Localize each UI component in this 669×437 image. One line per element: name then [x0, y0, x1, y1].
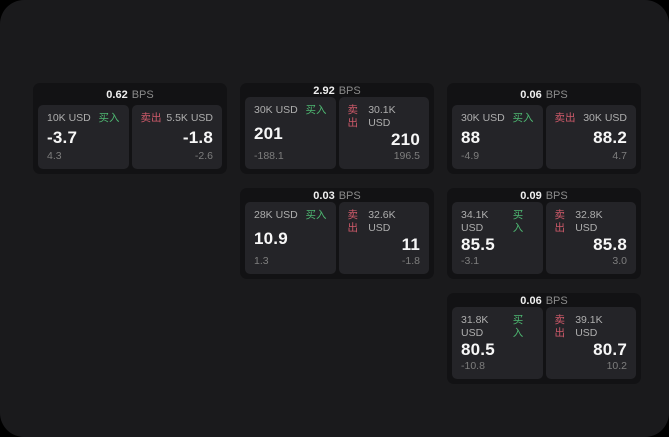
buy-label: 买入 — [512, 314, 524, 339]
bps-value: 2.92 — [313, 84, 335, 97]
buy-panel[interactable]: 30K USD 买入 88 -4.9 — [452, 105, 543, 169]
bps-unit: BPS — [545, 294, 568, 307]
sell-amount: 39.1K USD — [575, 314, 603, 339]
card-body: 34.1K USD 买入 85.5 -3.1 卖出 32.8K USD 85.8… — [447, 202, 641, 279]
buy-sub-value: -10.8 — [461, 360, 485, 372]
sell-sub-value: -2.6 — [194, 150, 213, 162]
sell-price: 88.2 — [593, 127, 627, 147]
bps-unit: BPS — [338, 84, 361, 97]
card-header: 0.06 BPS — [447, 293, 641, 307]
buy-label: 买入 — [98, 112, 120, 124]
card-body: 30K USD 买入 88 -4.9 卖出 30K USD 88.2 4.7 — [447, 105, 641, 174]
buy-label: 买入 — [512, 112, 534, 124]
card-body: 31.8K USD 买入 80.5 -10.8 卖出 39.1K USD 80.… — [447, 307, 641, 384]
quote-card: 0.06 BPS 30K USD 买入 88 -4.9 卖出 30K USD — [447, 83, 641, 174]
sell-label: 卖出 — [554, 314, 566, 339]
sell-sub-value: 10.2 — [606, 360, 627, 372]
sell-price: 85.8 — [593, 235, 627, 254]
sell-sub-value: 196.5 — [393, 150, 420, 162]
card-body: 10K USD 买入 -3.7 4.3 卖出 5.5K USD -1.8 -2.… — [33, 105, 227, 174]
sell-panel[interactable]: 卖出 32.8K USD 85.8 3.0 — [545, 202, 636, 274]
buy-panel[interactable]: 34.1K USD 买入 85.5 -3.1 — [452, 202, 543, 274]
sell-label: 卖出 — [554, 112, 576, 124]
buy-price: 80.5 — [461, 340, 495, 359]
buy-price: -3.7 — [47, 127, 78, 147]
sell-price: 80.7 — [593, 340, 627, 359]
buy-sub-value: -188.1 — [254, 150, 284, 162]
card-header: 0.09 BPS — [447, 188, 641, 202]
buy-label: 买入 — [305, 104, 327, 116]
sell-panel[interactable]: 卖出 5.5K USD -1.8 -2.6 — [131, 105, 222, 169]
sell-label: 卖出 — [347, 104, 359, 129]
card-header: 2.92 BPS — [240, 83, 434, 97]
bps-unit: BPS — [131, 88, 154, 101]
sell-sub-value: -1.8 — [401, 255, 420, 267]
sell-amount: 32.8K USD — [575, 209, 603, 234]
buy-panel[interactable]: 28K USD 买入 10.9 1.3 — [245, 202, 336, 274]
buy-price: 85.5 — [461, 235, 495, 254]
buy-amount: 34.1K USD — [461, 209, 489, 234]
sell-price: 210 — [391, 130, 420, 149]
bps-unit: BPS — [338, 189, 361, 202]
quote-card: 0.06 BPS 31.8K USD 买入 80.5 -10.8 卖出 39.1… — [447, 293, 641, 384]
card-body: 28K USD 买入 10.9 1.3 卖出 32.6K USD 11 -1.8 — [240, 202, 434, 279]
buy-panel[interactable]: 31.8K USD 买入 80.5 -10.8 — [452, 307, 543, 379]
bps-value: 0.62 — [106, 88, 128, 101]
bps-unit: BPS — [545, 189, 568, 202]
buy-amount: 31.8K USD — [461, 314, 489, 339]
buy-price: 10.9 — [254, 228, 288, 248]
buy-price: 201 — [254, 123, 283, 143]
buy-amount: 30K USD — [461, 112, 505, 124]
buy-sub-value: -3.1 — [461, 255, 480, 267]
sell-amount: 30K USD — [583, 112, 627, 124]
sell-label: 卖出 — [554, 209, 566, 234]
buy-sub-value: -4.9 — [461, 150, 480, 162]
sell-panel[interactable]: 卖出 30.1K USD 210 196.5 — [338, 97, 429, 169]
bps-value: 0.09 — [520, 189, 542, 202]
quote-card: 0.03 BPS 28K USD 买入 10.9 1.3 卖出 32.6K US… — [240, 188, 434, 279]
buy-label: 买入 — [512, 209, 524, 234]
sell-panel[interactable]: 卖出 30K USD 88.2 4.7 — [545, 105, 636, 169]
buy-sub-value: 4.3 — [47, 150, 62, 162]
sell-price: 11 — [401, 235, 420, 254]
card-body: 30K USD 买入 201 -188.1 卖出 30.1K USD 210 1… — [240, 97, 434, 174]
sell-label: 卖出 — [140, 112, 162, 124]
bps-value: 0.06 — [520, 294, 542, 307]
sell-amount: 32.6K USD — [368, 209, 396, 234]
sell-price: -1.8 — [182, 127, 213, 147]
buy-panel[interactable]: 10K USD 买入 -3.7 4.3 — [38, 105, 129, 169]
quote-card: 2.92 BPS 30K USD 买入 201 -188.1 卖出 30.1K … — [240, 83, 434, 174]
bps-value: 0.03 — [313, 189, 335, 202]
card-header: 0.03 BPS — [240, 188, 434, 202]
sell-panel[interactable]: 卖出 39.1K USD 80.7 10.2 — [545, 307, 636, 379]
sell-amount: 5.5K USD — [166, 112, 213, 124]
sell-panel[interactable]: 卖出 32.6K USD 11 -1.8 — [338, 202, 429, 274]
quote-card-grid: 0.62 BPS 10K USD 买入 -3.7 4.3 卖出 5.5K USD — [33, 83, 641, 384]
sell-amount: 30.1K USD — [368, 104, 396, 129]
card-header: 0.62 BPS — [33, 83, 227, 105]
buy-amount: 10K USD — [47, 112, 91, 124]
bps-unit: BPS — [545, 88, 568, 101]
buy-panel[interactable]: 30K USD 买入 201 -188.1 — [245, 97, 336, 169]
buy-price: 88 — [461, 127, 481, 147]
card-header: 0.06 BPS — [447, 83, 641, 105]
bps-value: 0.06 — [520, 88, 542, 101]
quote-card: 0.62 BPS 10K USD 买入 -3.7 4.3 卖出 5.5K USD — [33, 83, 227, 174]
sell-sub-value: 3.0 — [612, 255, 627, 267]
quote-card: 0.09 BPS 34.1K USD 买入 85.5 -3.1 卖出 32.8K… — [447, 188, 641, 279]
buy-amount: 30K USD — [254, 104, 298, 116]
sell-sub-value: 4.7 — [612, 150, 627, 162]
buy-amount: 28K USD — [254, 209, 298, 221]
sell-label: 卖出 — [347, 209, 359, 234]
buy-sub-value: 1.3 — [254, 255, 269, 267]
buy-label: 买入 — [305, 209, 327, 221]
